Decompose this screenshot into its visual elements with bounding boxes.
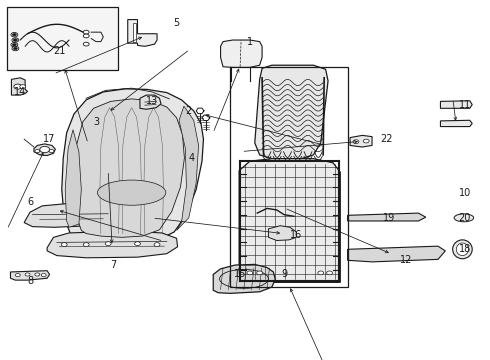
Ellipse shape xyxy=(98,180,166,205)
Ellipse shape xyxy=(454,214,474,222)
Circle shape xyxy=(12,46,19,51)
Circle shape xyxy=(105,242,111,246)
Circle shape xyxy=(12,38,19,42)
Polygon shape xyxy=(62,89,203,244)
Polygon shape xyxy=(441,120,472,127)
Circle shape xyxy=(318,271,324,275)
Circle shape xyxy=(35,273,40,276)
Circle shape xyxy=(40,147,49,153)
Text: 11: 11 xyxy=(459,100,471,109)
Circle shape xyxy=(13,47,17,50)
Polygon shape xyxy=(176,106,198,230)
Bar xyxy=(230,67,347,287)
Polygon shape xyxy=(74,99,184,237)
Text: 20: 20 xyxy=(459,213,471,223)
Text: 17: 17 xyxy=(44,134,56,144)
Circle shape xyxy=(83,34,89,38)
Text: 18: 18 xyxy=(459,244,471,254)
Polygon shape xyxy=(239,159,340,282)
Polygon shape xyxy=(347,213,426,221)
Polygon shape xyxy=(350,135,372,147)
Text: 14: 14 xyxy=(14,87,26,97)
Polygon shape xyxy=(24,203,122,227)
Polygon shape xyxy=(128,19,157,46)
Polygon shape xyxy=(255,65,328,159)
Text: 22: 22 xyxy=(380,134,393,144)
Text: 3: 3 xyxy=(93,117,99,127)
Circle shape xyxy=(154,243,160,247)
Text: 21: 21 xyxy=(53,46,66,56)
Circle shape xyxy=(327,271,332,275)
Polygon shape xyxy=(220,40,262,67)
Circle shape xyxy=(25,273,30,276)
Polygon shape xyxy=(140,95,161,109)
Circle shape xyxy=(83,243,89,247)
Text: 5: 5 xyxy=(173,18,180,28)
Polygon shape xyxy=(65,130,81,227)
Circle shape xyxy=(247,271,253,275)
Circle shape xyxy=(11,42,18,47)
Polygon shape xyxy=(34,144,55,156)
Circle shape xyxy=(20,85,25,89)
Text: 12: 12 xyxy=(400,255,413,265)
Circle shape xyxy=(14,84,22,89)
Circle shape xyxy=(83,42,89,46)
Text: 16: 16 xyxy=(290,230,302,240)
Polygon shape xyxy=(347,246,445,262)
Text: 19: 19 xyxy=(383,213,395,223)
Polygon shape xyxy=(47,231,177,258)
Text: 6: 6 xyxy=(27,197,33,207)
Text: 2: 2 xyxy=(186,106,192,116)
Polygon shape xyxy=(213,264,275,293)
Polygon shape xyxy=(11,78,27,95)
Text: 8: 8 xyxy=(27,276,33,286)
Circle shape xyxy=(12,44,16,46)
Circle shape xyxy=(363,139,369,143)
Circle shape xyxy=(41,274,46,277)
Text: 13: 13 xyxy=(146,96,158,107)
Circle shape xyxy=(15,274,20,277)
Polygon shape xyxy=(269,226,296,240)
Text: 9: 9 xyxy=(281,270,287,279)
Circle shape xyxy=(35,149,40,153)
Text: 7: 7 xyxy=(110,260,116,270)
Text: 10: 10 xyxy=(459,188,471,198)
Circle shape xyxy=(61,243,67,247)
Polygon shape xyxy=(10,271,49,280)
Text: 15: 15 xyxy=(234,270,246,279)
Ellipse shape xyxy=(456,243,468,256)
Circle shape xyxy=(12,33,16,36)
Circle shape xyxy=(135,242,141,246)
Circle shape xyxy=(13,39,17,41)
Ellipse shape xyxy=(453,240,472,259)
Circle shape xyxy=(11,32,18,37)
Circle shape xyxy=(353,140,359,144)
Circle shape xyxy=(83,30,89,34)
Bar xyxy=(6,7,118,70)
Polygon shape xyxy=(441,101,472,108)
Circle shape xyxy=(257,271,263,275)
Polygon shape xyxy=(133,23,136,42)
Text: 4: 4 xyxy=(188,153,195,163)
Circle shape xyxy=(49,149,54,153)
Text: 1: 1 xyxy=(247,37,253,46)
